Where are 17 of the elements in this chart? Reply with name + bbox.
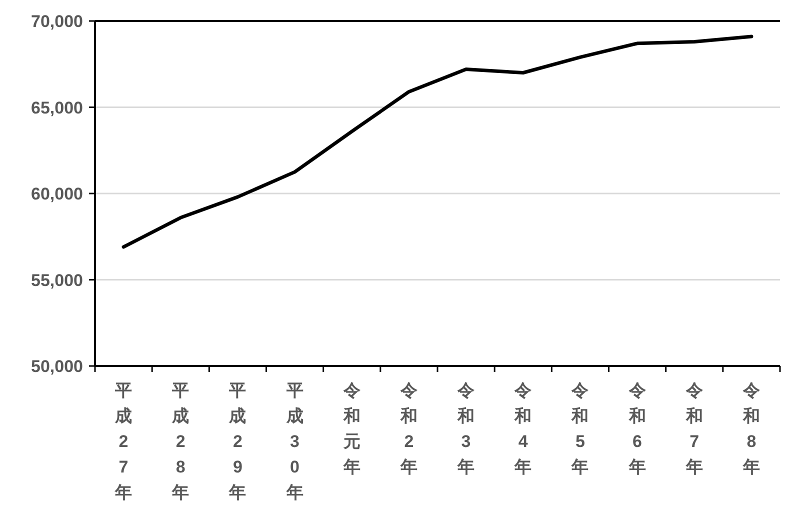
- x-tick-label: 令和3年: [456, 381, 475, 476]
- x-tick-label: 平成27年: [114, 381, 132, 502]
- x-tick-label: 令和5年: [570, 381, 589, 476]
- x-tick-label: 令和2年: [399, 381, 418, 476]
- x-tick-label: 令和8年: [742, 381, 760, 476]
- x-tick-label: 令和6年: [628, 381, 646, 476]
- x-tick-label: 令和4年: [514, 381, 532, 476]
- y-tick-label: 50,000: [31, 357, 83, 376]
- x-tick-label: 平成29年: [228, 381, 246, 502]
- x-tick-label: 令和元年: [342, 381, 360, 476]
- x-tick-label: 令和7年: [684, 381, 703, 476]
- y-tick-label: 65,000: [31, 98, 83, 118]
- x-tick-label: 平成30年: [285, 381, 304, 502]
- y-tick-label: 55,000: [31, 270, 83, 290]
- y-tick-label: 70,000: [31, 12, 83, 31]
- x-tick-label: 平成28年: [171, 381, 190, 502]
- y-tick-label: 60,000: [31, 184, 83, 204]
